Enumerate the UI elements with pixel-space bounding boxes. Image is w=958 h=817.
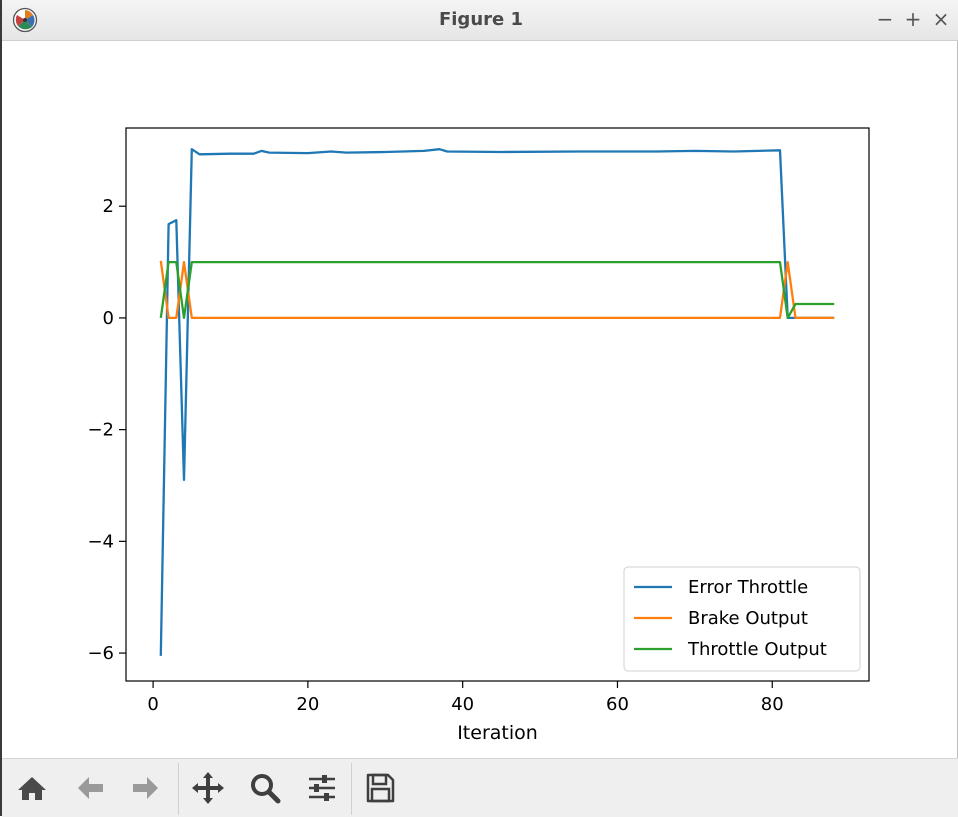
matplotlib-logo-icon — [12, 7, 38, 33]
legend-label: Throttle Output — [687, 639, 827, 660]
legend: Error Throttle Brake Output Throttle Outpu… — [623, 566, 861, 672]
x-tick-label: 40 — [451, 694, 474, 715]
axes-frame — [125, 127, 870, 682]
series-line-error-throttle — [159, 148, 835, 656]
figure-canvas[interactable]: 0 20 40 60 80 −6 −4 −2 0 2 Iteration Error Thrott… — [4, 41, 958, 758]
y-tick-label: 0 — [103, 308, 114, 329]
x-tick-label: 0 — [147, 694, 158, 715]
save-icon[interactable] — [360, 768, 400, 808]
y-tick-label: −6 — [87, 643, 114, 664]
x-tick-label: 60 — [606, 694, 629, 715]
forward-arrow-icon[interactable] — [126, 768, 166, 808]
navigation-toolbar — [2, 758, 958, 817]
y-tick-label: 2 — [103, 196, 114, 217]
maximize-button[interactable]: + — [904, 7, 922, 31]
x-tick-label: 80 — [761, 694, 784, 715]
back-arrow-icon[interactable] — [70, 768, 110, 808]
toolbar-separator — [351, 763, 352, 815]
y-tick-label: −4 — [87, 531, 114, 552]
toolbar-separator — [178, 763, 179, 815]
close-button[interactable]: × — [932, 7, 950, 31]
legend-box — [623, 566, 861, 672]
x-axis-label: Iteration — [457, 722, 538, 744]
y-tick-label: −2 — [87, 420, 114, 441]
minimize-button[interactable]: − — [876, 7, 894, 31]
configure-subplots-icon[interactable] — [302, 768, 342, 808]
title-bar[interactable]: Figure 1 − + × — [2, 0, 958, 41]
home-icon[interactable] — [12, 768, 52, 808]
line-chart[interactable]: 0 20 40 60 80 −6 −4 −2 0 2 Iteration Error Thrott… — [4, 41, 958, 758]
legend-label: Brake Output — [688, 608, 808, 629]
series-line-throttle-output — [159, 260, 835, 320]
pan-icon[interactable] — [188, 768, 228, 808]
legend-label: Error Throttle — [688, 577, 808, 598]
series-line-brake-output — [159, 260, 835, 320]
zoom-icon[interactable] — [245, 768, 285, 808]
x-tick-label: 20 — [296, 694, 319, 715]
window-title: Figure 1 — [438, 9, 524, 30]
